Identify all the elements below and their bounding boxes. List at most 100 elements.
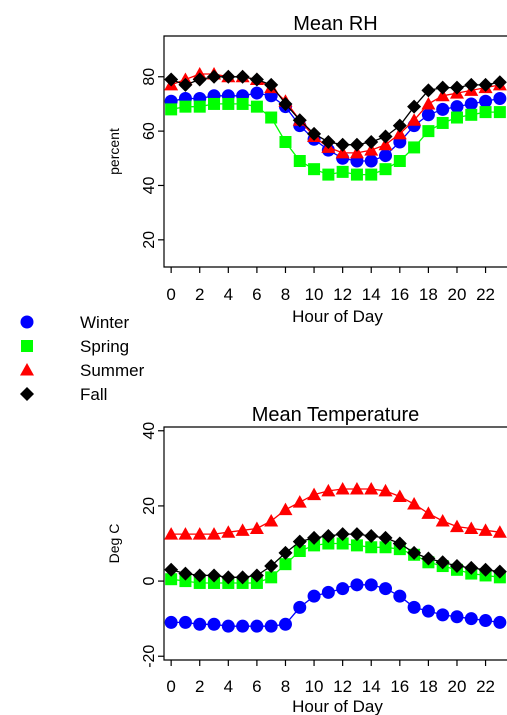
x-tick-label: 22	[476, 677, 495, 696]
series-summer	[164, 482, 507, 540]
data-point	[192, 72, 207, 87]
series-line	[171, 542, 500, 584]
legend-label: Winter	[80, 313, 129, 332]
data-point	[450, 610, 464, 624]
data-point	[450, 111, 463, 124]
data-point	[192, 568, 207, 583]
data-point	[493, 92, 507, 106]
data-point	[292, 534, 307, 549]
data-point	[421, 506, 436, 519]
data-point	[421, 108, 435, 122]
data-point	[264, 77, 279, 92]
legend-item-summer: Summer	[20, 361, 145, 380]
data-point	[392, 489, 407, 503]
data-point	[335, 145, 350, 159]
y-tick-label: 80	[141, 68, 158, 86]
data-point	[221, 570, 236, 585]
y-tick-label: 40	[141, 176, 158, 194]
data-point	[478, 562, 493, 577]
data-point	[321, 483, 336, 497]
data-point	[378, 129, 393, 144]
data-point	[178, 566, 193, 581]
data-point	[350, 539, 363, 552]
data-point	[164, 615, 178, 629]
data-point	[364, 134, 379, 149]
x-tick-label: 20	[448, 677, 467, 696]
data-point	[335, 137, 350, 152]
data-point	[379, 163, 392, 176]
data-point	[408, 141, 421, 154]
x-tick-label: 18	[419, 285, 438, 304]
data-point	[349, 137, 364, 152]
legend-label: Fall	[80, 385, 107, 404]
data-point	[364, 578, 378, 592]
data-point	[208, 97, 221, 110]
data-point	[207, 617, 221, 631]
y-tick-label: 20	[141, 497, 158, 515]
data-point	[279, 558, 292, 571]
data-point	[264, 559, 279, 574]
data-point	[436, 608, 450, 622]
legend-item-fall: Fall	[20, 385, 107, 404]
data-point	[250, 576, 263, 589]
y-tick-label: 0	[141, 577, 158, 586]
data-point	[221, 69, 236, 84]
data-point	[235, 523, 250, 536]
data-point	[307, 589, 321, 603]
data-point	[379, 149, 393, 163]
data-point	[293, 155, 306, 168]
data-point	[450, 100, 464, 114]
data-point	[164, 527, 179, 540]
data-point	[292, 495, 307, 508]
data-point	[278, 617, 292, 631]
legend-marker	[20, 387, 34, 401]
y-axis-label: percent	[106, 128, 122, 175]
data-point	[264, 619, 278, 633]
data-point	[364, 154, 378, 168]
data-point	[393, 155, 406, 168]
data-point	[192, 527, 207, 540]
x-tick-label: 2	[195, 677, 204, 696]
data-point	[493, 106, 506, 119]
data-point	[208, 576, 221, 589]
data-point	[279, 135, 292, 148]
legend-label: Summer	[80, 361, 145, 380]
data-point	[278, 502, 293, 516]
y-tick-label: 20	[141, 231, 158, 249]
chart-mean-rh: Mean RH 20 40 60 80 0 2 4 6 8 10 12 14 16 18 20 22 Hour o…	[106, 13, 507, 326]
legend-label: Spring	[80, 337, 129, 356]
data-point	[207, 527, 222, 540]
data-point	[421, 551, 436, 566]
data-point	[207, 69, 222, 84]
series-line	[170, 533, 500, 578]
data-point	[307, 487, 322, 501]
data-point	[492, 75, 507, 90]
data-point	[250, 100, 263, 113]
data-point	[179, 100, 192, 113]
x-tick-label: 4	[224, 285, 233, 304]
data-point	[407, 113, 422, 126]
data-point	[392, 536, 407, 551]
x-tick-label: 22	[476, 285, 495, 304]
data-point	[178, 77, 193, 92]
data-point	[307, 126, 322, 141]
data-point	[321, 585, 335, 599]
data-point	[407, 497, 422, 510]
data-point	[249, 72, 264, 87]
data-point	[393, 589, 407, 603]
data-point	[378, 530, 393, 545]
data-point	[336, 165, 349, 178]
data-point	[436, 102, 450, 116]
data-point	[435, 513, 450, 527]
data-point	[379, 582, 393, 596]
data-point	[249, 568, 264, 583]
data-point	[179, 575, 192, 588]
data-point	[422, 125, 435, 138]
axis-frame	[163, 35, 507, 268]
x-tick-label: 10	[305, 677, 324, 696]
x-tick-label: 14	[362, 285, 381, 304]
plot-area	[164, 482, 507, 633]
y-tick-label: 40	[141, 422, 158, 440]
legend-marker	[20, 363, 34, 376]
chart-title: Mean RH	[293, 13, 377, 35]
